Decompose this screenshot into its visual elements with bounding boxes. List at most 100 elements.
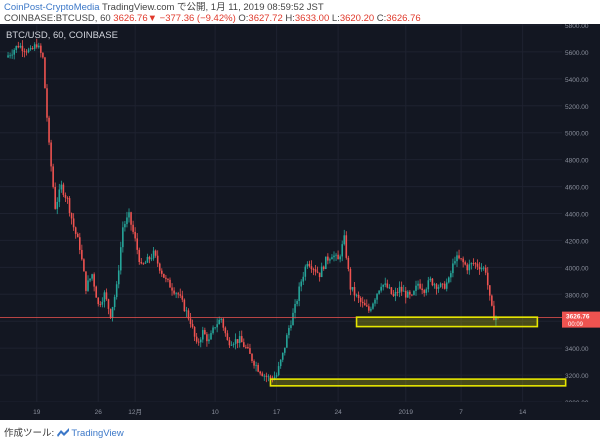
- candle-body: [60, 184, 63, 190]
- candle-body: [245, 346, 247, 348]
- candle-body: [122, 227, 124, 248]
- candle-body: [181, 295, 184, 300]
- candle-body: [351, 287, 354, 290]
- candle-body: [335, 254, 337, 256]
- candle-body: [402, 290, 405, 292]
- candle-body: [79, 237, 81, 250]
- candle-body: [392, 293, 395, 296]
- candle-body: [111, 307, 114, 318]
- candle-body: [23, 51, 26, 52]
- grid: [0, 24, 562, 403]
- candle-body: [173, 290, 175, 294]
- candle-body: [183, 299, 186, 312]
- support-zone-box: [269, 378, 567, 387]
- x-axis[interactable]: 19 26 12月 10 17 24 2019 7 14: [0, 402, 600, 420]
- candle-body: [214, 327, 216, 329]
- candle-body: [89, 278, 91, 281]
- candle-body: [302, 276, 305, 282]
- candle-body: [355, 294, 358, 296]
- candle-body: [265, 375, 268, 377]
- candle-body: [76, 233, 79, 238]
- candle-body: [52, 166, 54, 187]
- candle-body: [144, 262, 147, 264]
- price-chart[interactable]: 3000.003200.003400.003600.003800.004000.…: [0, 24, 600, 420]
- candle-body: [83, 259, 85, 272]
- open-label: O:: [238, 13, 249, 24]
- candle-body: [11, 54, 13, 56]
- candle-body: [486, 272, 489, 286]
- made-with-label: 作成ツール:: [4, 428, 55, 439]
- candle-body: [400, 286, 403, 292]
- candle-body: [460, 258, 462, 260]
- candle-body: [372, 303, 374, 309]
- candle-body: [445, 282, 448, 289]
- high-value: 3633.00: [294, 13, 330, 24]
- candle-body: [33, 44, 36, 49]
- candle-body: [353, 287, 356, 296]
- author-link[interactable]: CoinPost-CryptoMedia: [4, 2, 100, 13]
- candle-body: [146, 256, 149, 263]
- candle-body: [163, 273, 165, 278]
- chart-background: [0, 24, 600, 420]
- candle-body: [308, 263, 311, 267]
- tradingview-link[interactable]: TradingView: [71, 428, 124, 439]
- candle-body: [142, 263, 145, 265]
- candle-body: [333, 255, 335, 258]
- candle-body: [454, 261, 456, 264]
- candle-body: [484, 267, 487, 273]
- candle-body: [411, 294, 413, 296]
- candle-body: [376, 293, 378, 300]
- candle-body: [234, 339, 237, 345]
- candle-body: [56, 201, 59, 209]
- candle-body: [398, 286, 401, 293]
- candle-body: [468, 264, 471, 271]
- candle-body: [9, 55, 11, 57]
- candle-body: [363, 303, 366, 306]
- candle-body: [199, 339, 202, 343]
- y-axis[interactable]: 3000.003200.003400.003600.003800.004000.…: [562, 24, 600, 407]
- candle-body: [386, 283, 389, 288]
- candle-body: [281, 352, 284, 360]
- candle-body: [267, 376, 270, 378]
- candle-body: [232, 344, 235, 345]
- candle-body: [431, 278, 434, 286]
- candle-body: [409, 291, 411, 295]
- candle-body: [374, 299, 376, 304]
- candle-body: [357, 294, 360, 299]
- candle-body: [425, 289, 428, 293]
- candle-body: [441, 283, 444, 285]
- candle-body: [417, 283, 419, 286]
- candle-body: [482, 267, 485, 269]
- candle-body: [439, 283, 442, 287]
- candle-body: [370, 308, 372, 311]
- candle-body: [48, 117, 50, 143]
- candle-body: [286, 335, 288, 348]
- candle-body: [216, 324, 218, 328]
- candle-body: [17, 45, 20, 48]
- candle-body: [288, 327, 290, 336]
- candle-body: [124, 224, 126, 228]
- y-tick-label: 5400.00: [565, 77, 589, 84]
- candle-body: [134, 231, 136, 239]
- y-tick-label: 5600.00: [565, 50, 589, 57]
- candle-body: [269, 376, 272, 380]
- candle-body: [325, 256, 327, 270]
- candle-body: [249, 348, 251, 354]
- candle-body: [140, 262, 143, 264]
- candle-body: [322, 266, 325, 270]
- candle-body: [64, 194, 67, 198]
- x-tick-label: 7: [459, 409, 463, 416]
- candle-body: [306, 263, 309, 267]
- candle-body: [195, 336, 198, 342]
- candle-body: [99, 304, 102, 305]
- candle-body: [263, 375, 266, 377]
- low-value: 3620.20: [339, 13, 375, 24]
- candle-body: [433, 284, 436, 286]
- candle-body: [187, 310, 190, 319]
- candle-body: [35, 44, 38, 48]
- candle-body: [226, 333, 229, 341]
- candle-body: [175, 293, 177, 295]
- footer: 作成ツール: TradingView: [4, 425, 124, 439]
- close-value: 3626.76: [386, 13, 421, 24]
- candle-body: [85, 271, 87, 291]
